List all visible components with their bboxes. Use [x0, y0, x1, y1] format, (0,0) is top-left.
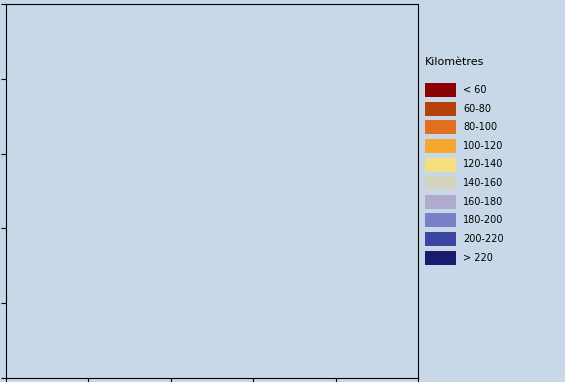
Text: 200-220: 200-220	[463, 234, 504, 244]
FancyBboxPatch shape	[425, 195, 457, 209]
FancyBboxPatch shape	[425, 102, 457, 116]
FancyBboxPatch shape	[425, 214, 457, 227]
Text: 140-160: 140-160	[463, 178, 503, 188]
Text: > 220: > 220	[463, 253, 493, 262]
FancyBboxPatch shape	[425, 157, 457, 172]
Text: 60-80: 60-80	[463, 104, 492, 113]
FancyBboxPatch shape	[425, 251, 457, 265]
Text: Kilomètres: Kilomètres	[425, 57, 485, 67]
FancyBboxPatch shape	[425, 120, 457, 134]
Text: 120-140: 120-140	[463, 159, 503, 170]
Text: 100-120: 100-120	[463, 141, 503, 151]
FancyBboxPatch shape	[425, 232, 457, 246]
FancyBboxPatch shape	[425, 139, 457, 153]
Text: 80-100: 80-100	[463, 122, 497, 132]
Text: 160-180: 160-180	[463, 197, 503, 207]
FancyBboxPatch shape	[425, 176, 457, 190]
FancyBboxPatch shape	[425, 83, 457, 97]
Text: < 60: < 60	[463, 85, 487, 95]
Text: 180-200: 180-200	[463, 215, 503, 225]
